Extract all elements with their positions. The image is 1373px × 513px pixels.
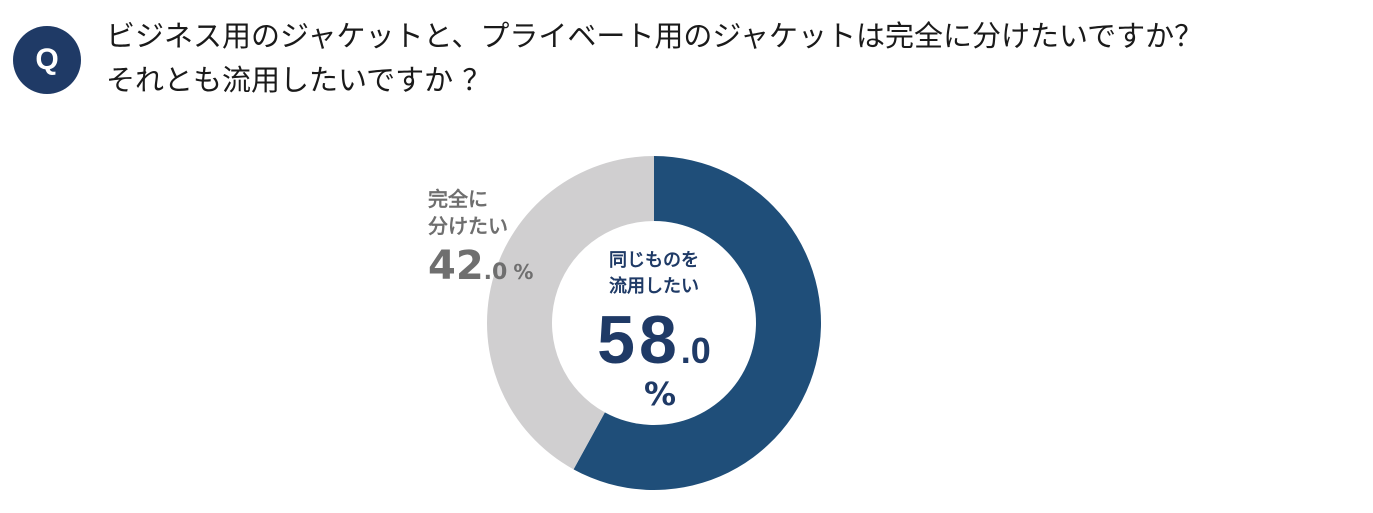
slice-label-reuse: 同じものを 流用したい 58 .0 % (554, 248, 754, 410)
question-badge-label: Q (35, 43, 59, 76)
question-badge: Q (13, 26, 81, 94)
donut-slice-reuse (573, 156, 822, 490)
slice-value-reuse-int: 58 (597, 302, 681, 378)
slice-value-separate-unit: % (513, 260, 534, 284)
question-text: ビジネス用のジャケットと、プライベート用のジャケットは完全に分けたいですか？ そ… (106, 14, 1346, 102)
slice-value-separate: 42 .0 % (428, 246, 533, 286)
slice-value-separate-int: 42 (428, 243, 484, 289)
slice-label-reuse-line2: 流用したい (609, 276, 699, 297)
slice-label-separate-line2: 分けたい (428, 214, 508, 238)
question-line-1: ビジネス用のジャケットと、プライベート用のジャケットは完全に分けたいですか？ (106, 19, 1204, 53)
slice-value-separate-dec: .0 (483, 260, 508, 285)
slice-label-reuse-line1: 同じものを (609, 250, 699, 271)
donut-slice-separate (487, 156, 654, 470)
slice-label-separate-line1: 完全に (428, 187, 488, 211)
slice-label-separate: 完全に 分けたい 42 .0 % (428, 186, 533, 286)
slice-value-reuse-unit: % (643, 375, 677, 413)
slice-value-reuse-dec: .0 (680, 330, 711, 371)
question-line-2: それとも流用したいですか ？ (106, 63, 492, 97)
slice-value-reuse: 58 .0 (554, 306, 754, 374)
